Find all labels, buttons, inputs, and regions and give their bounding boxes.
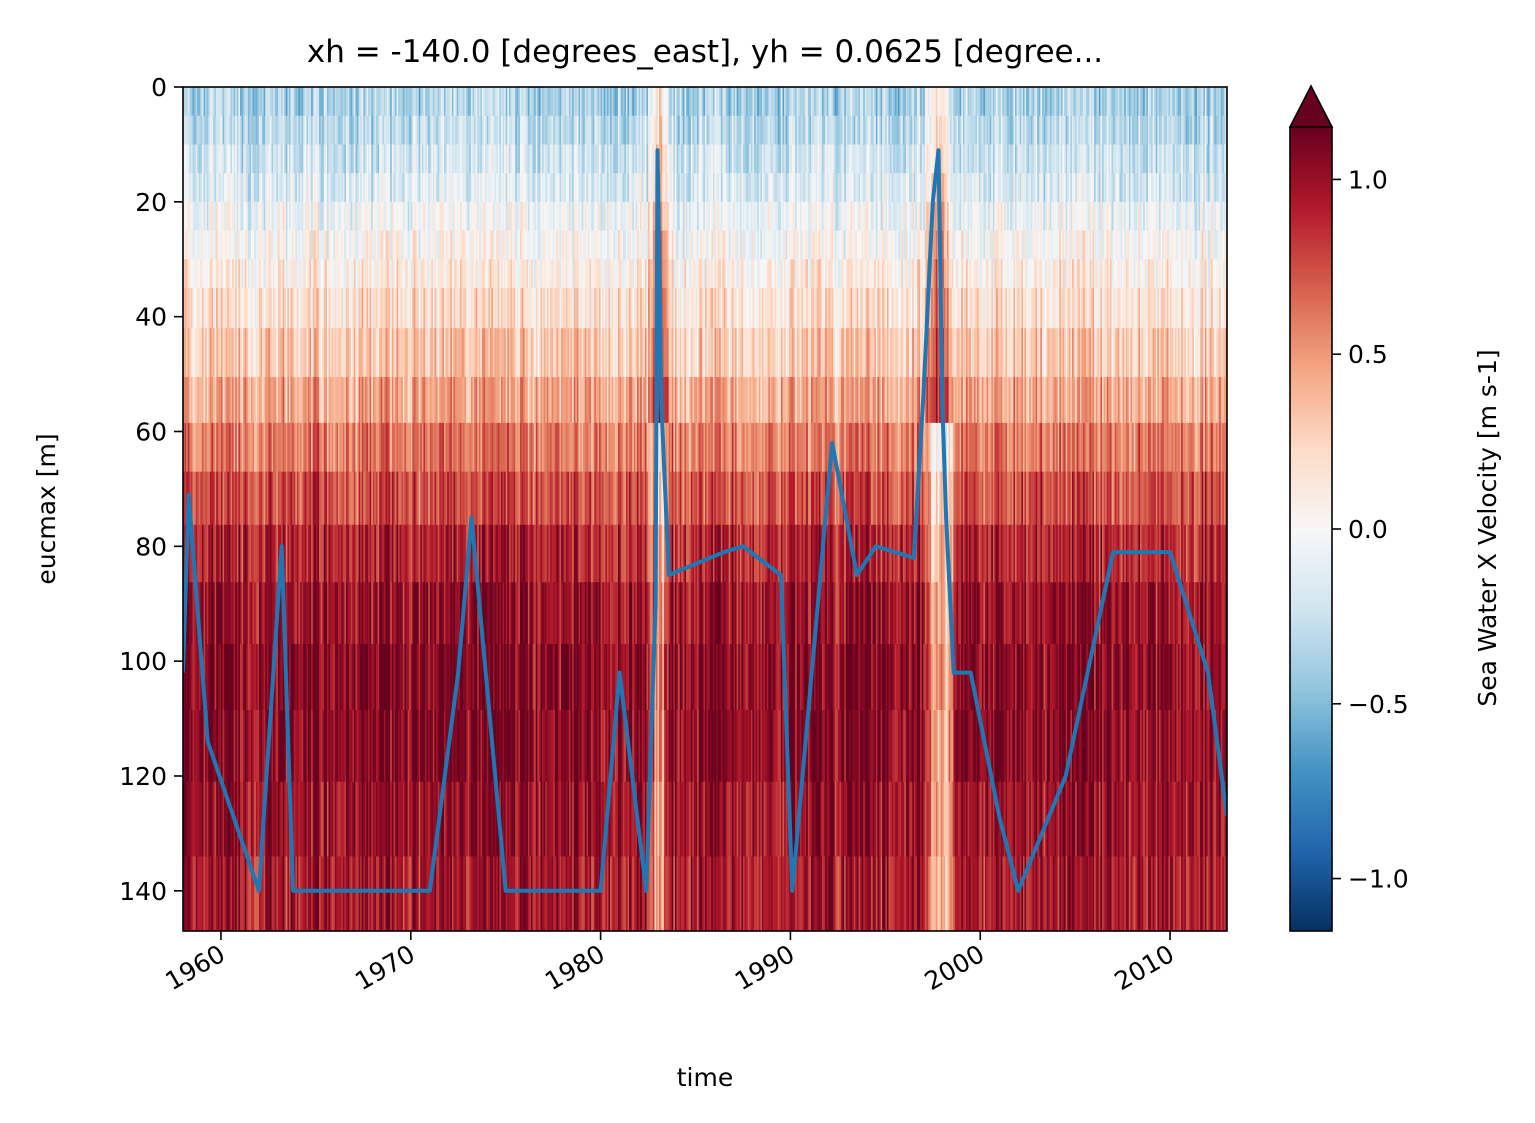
heatmap-area [183,87,1228,932]
chart-title: xh = -140.0 [degrees_east], yh = 0.0625 … [307,34,1103,70]
